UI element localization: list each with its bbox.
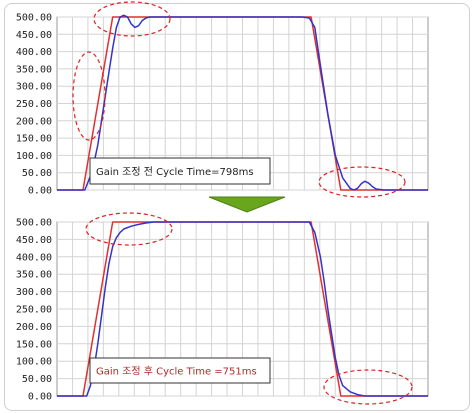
y-tick-label: 0.00 [28,186,52,197]
highlight-ellipse [93,1,171,37]
y-tick-label: 400.00 [16,252,52,263]
y-tick-label: 500.00 [16,13,52,24]
y-tick-label: 300.00 [16,287,52,298]
annotation-box [89,157,271,185]
chart-2: 500.00 450.00 400.00 350.00 300.00 250.00 200.… [16,212,429,405]
series-actual-line [57,221,428,397]
annotation-label: Gain 조정 전 Cycle Time=798ms [96,166,254,178]
highlight-ellipse [85,212,173,246]
annotation-box [89,357,271,384]
y-tick-label: 100.00 [16,151,52,162]
y-tick-label: 450.00 [16,30,52,41]
highlight-ellipse [323,369,413,405]
down-arrow-icon [208,196,286,213]
y-tick-label: 0.00 [28,392,52,403]
y-tick-label: 150.00 [16,134,52,145]
y-tick-label: 500.00 [16,218,52,229]
y-tick-label: 300.00 [16,82,52,93]
y-tick-label: 250.00 [16,99,52,110]
y-tick-label: 350.00 [16,64,52,75]
y-tick-label: 150.00 [16,339,52,350]
y-tick-label: 450.00 [16,235,52,246]
highlight-ellipse [72,51,106,141]
series-actual-line [57,14,428,191]
y-tick-label: 350.00 [16,270,52,281]
highlight-ellipse [318,166,406,198]
chart-1: 500.00 450.00 400.00 350.00 300.00 250.00 200.… [16,1,429,198]
y-tick-label: 100.00 [16,357,52,368]
y-tick-label: 200.00 [16,116,52,127]
y-tick-label: 200.00 [16,322,52,333]
y-tick-label: 400.00 [16,47,52,58]
annotation-label: Gain 조정 후 Cycle Time =751ms [96,366,257,378]
y-tick-label: 250.00 [16,305,52,316]
y-tick-label: 50.00 [22,168,52,179]
y-tick-label: 50.00 [22,374,52,385]
